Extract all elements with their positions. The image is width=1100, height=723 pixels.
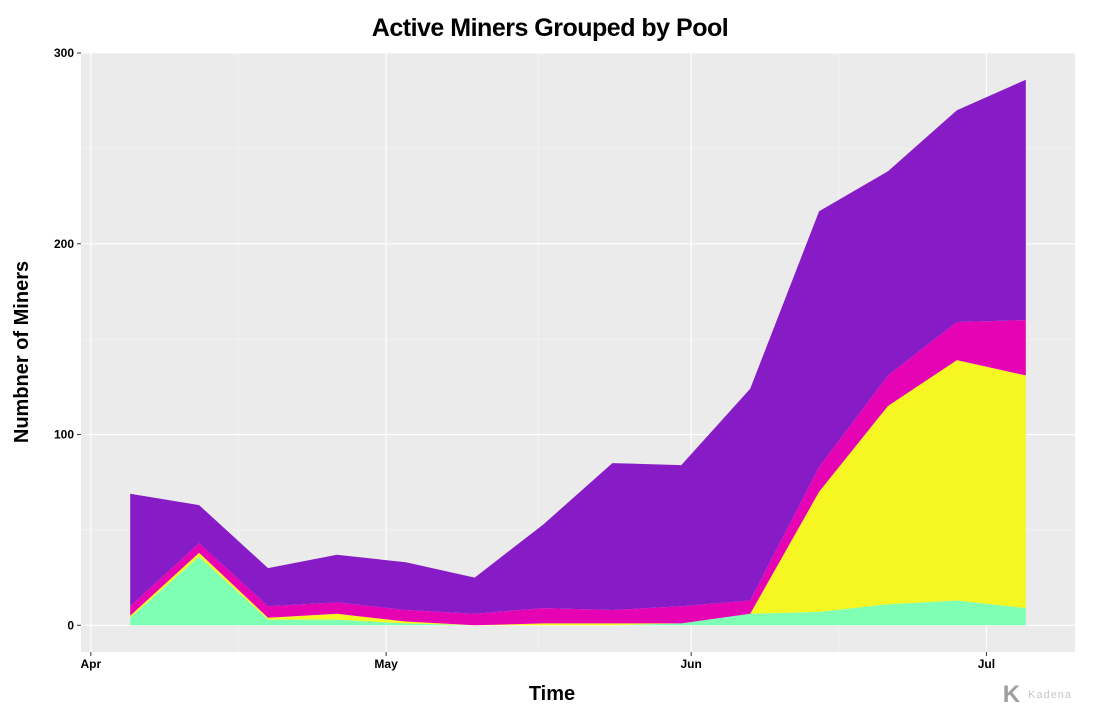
x-axis-title: Time <box>529 683 575 705</box>
x-tick-label: Apr <box>81 657 102 671</box>
y-tick-label: 300 <box>54 46 74 60</box>
watermark-text: Kadena <box>1028 689 1072 701</box>
x-tick-labels: Apr May Jun Jul <box>81 657 996 671</box>
chart-title: Active Miners Grouped by Pool <box>371 14 729 42</box>
area-series-4 <box>130 79 1026 614</box>
kadena-logo-icon: K <box>1002 681 1021 708</box>
x-tick-label: May <box>374 657 398 671</box>
y-tick-label: 0 <box>67 618 74 632</box>
y-axis-title: Numbner of Miners <box>11 261 33 443</box>
area-series-2 <box>130 360 1026 626</box>
x-tick-label: Jul <box>978 657 995 671</box>
y-tick-label: 100 <box>54 428 74 442</box>
x-tick-label: Jun <box>681 657 702 671</box>
y-tick-labels: 0 100 200 300 <box>54 46 74 632</box>
kadena-watermark: K Kadena <box>1003 681 1072 709</box>
y-tick-label: 200 <box>54 237 74 251</box>
area-series <box>130 79 1026 626</box>
area-series-3 <box>130 320 1026 626</box>
area-series-1 <box>130 556 1026 626</box>
axis-ticks <box>77 52 987 656</box>
